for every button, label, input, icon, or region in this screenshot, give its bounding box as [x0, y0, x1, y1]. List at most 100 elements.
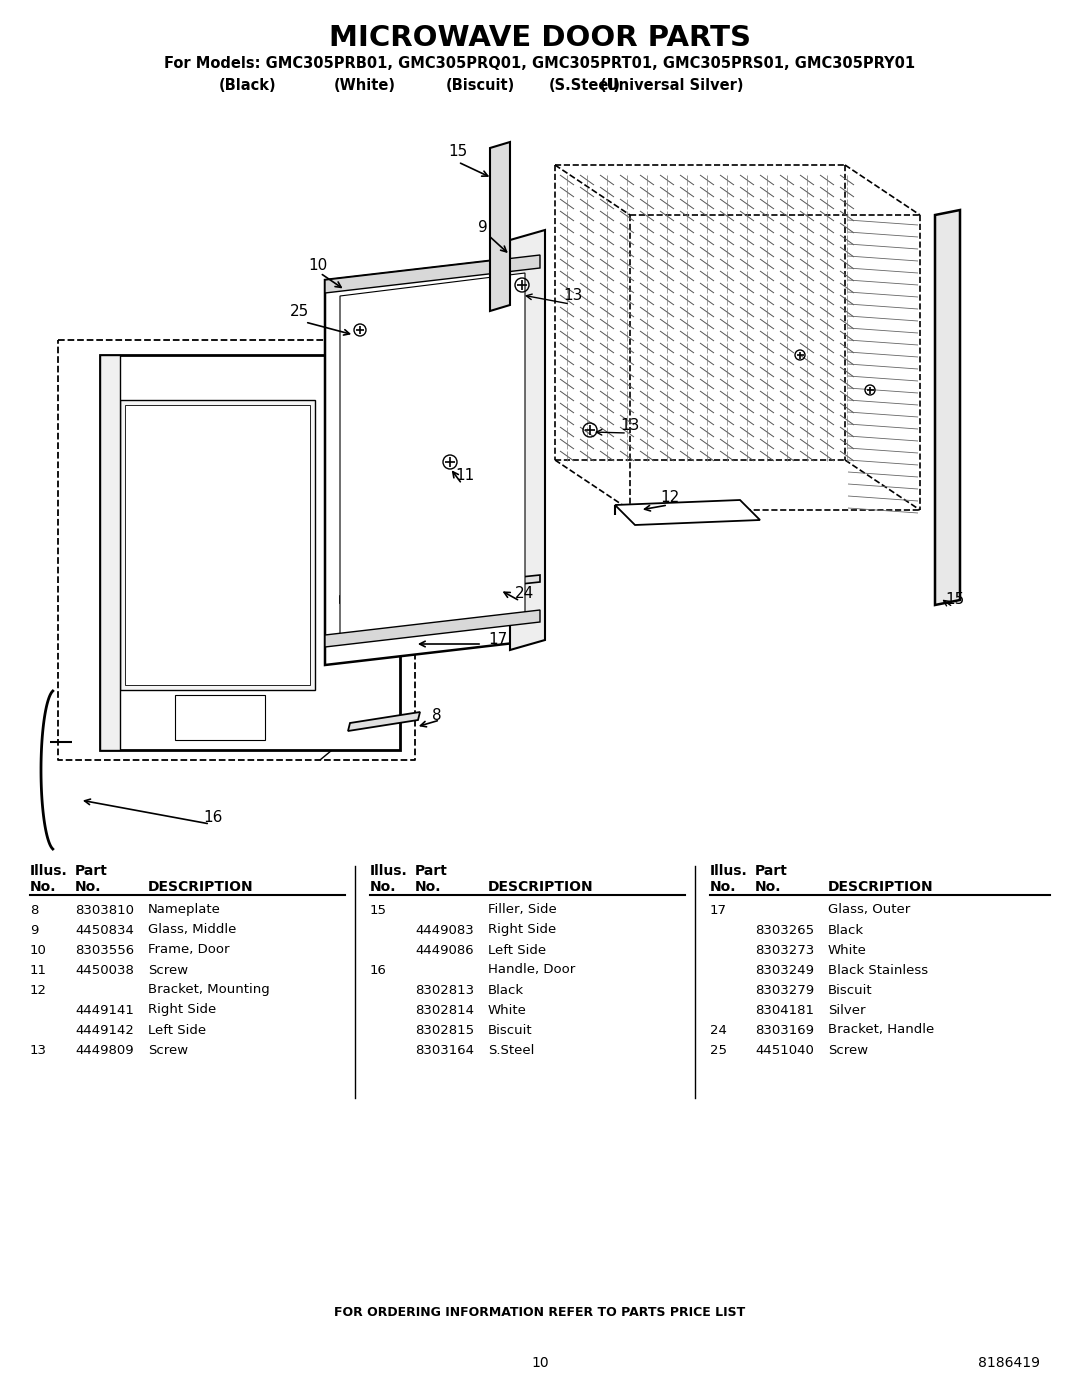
- Text: 8302814: 8302814: [415, 1003, 474, 1017]
- Text: 8304181: 8304181: [755, 1003, 814, 1017]
- Text: Glass, Outer: Glass, Outer: [828, 904, 910, 916]
- Text: Biscuit: Biscuit: [488, 1024, 532, 1037]
- Text: 15: 15: [945, 592, 964, 608]
- Text: 11: 11: [455, 468, 474, 483]
- Text: 4449142: 4449142: [75, 1024, 134, 1037]
- Polygon shape: [490, 142, 510, 312]
- Text: 15: 15: [370, 904, 387, 916]
- Polygon shape: [100, 355, 400, 750]
- Polygon shape: [175, 694, 265, 740]
- Text: 10: 10: [30, 943, 46, 957]
- Text: 4450834: 4450834: [75, 923, 134, 936]
- Text: Biscuit: Biscuit: [828, 983, 873, 996]
- Text: No.: No.: [30, 880, 56, 894]
- Text: 17: 17: [488, 633, 508, 647]
- Text: 4449083: 4449083: [415, 923, 474, 936]
- Text: Part: Part: [75, 863, 108, 877]
- Text: (Universal Silver): (Universal Silver): [600, 77, 744, 92]
- Text: (S.Steel): (S.Steel): [549, 77, 621, 92]
- Text: Black Stainless: Black Stainless: [828, 964, 928, 977]
- Text: 16: 16: [370, 964, 387, 977]
- Text: DESCRIPTION: DESCRIPTION: [828, 880, 933, 894]
- Text: Black: Black: [488, 983, 524, 996]
- Text: 8303279: 8303279: [755, 983, 814, 996]
- Text: 8: 8: [30, 904, 39, 916]
- Text: 15: 15: [448, 144, 468, 159]
- Polygon shape: [325, 610, 540, 647]
- Text: 10: 10: [531, 1356, 549, 1370]
- Text: Illus.: Illus.: [370, 863, 408, 877]
- Polygon shape: [510, 231, 545, 650]
- Text: S.Steel: S.Steel: [488, 1044, 535, 1056]
- Text: 13: 13: [620, 418, 639, 433]
- Text: For Models: GMC305PRB01, GMC305PRQ01, GMC305PRT01, GMC305PRS01, GMC305PRY01: For Models: GMC305PRB01, GMC305PRQ01, GM…: [164, 56, 916, 70]
- Text: 8186419: 8186419: [978, 1356, 1040, 1370]
- Text: Filler, Side: Filler, Side: [488, 904, 557, 916]
- Polygon shape: [100, 355, 120, 750]
- Text: DESCRIPTION: DESCRIPTION: [148, 880, 254, 894]
- Polygon shape: [935, 210, 960, 605]
- Text: MICROWAVE DOOR PARTS: MICROWAVE DOOR PARTS: [329, 24, 751, 52]
- Text: 8303556: 8303556: [75, 943, 134, 957]
- Text: Right Side: Right Side: [488, 923, 556, 936]
- Text: Left Side: Left Side: [488, 943, 546, 957]
- Text: Left Side: Left Side: [148, 1024, 206, 1037]
- Polygon shape: [325, 256, 540, 665]
- Text: No.: No.: [370, 880, 396, 894]
- Text: 4449141: 4449141: [75, 1003, 134, 1017]
- Text: Right Side: Right Side: [148, 1003, 216, 1017]
- Text: (Black): (Black): [219, 77, 276, 92]
- Text: 9: 9: [30, 923, 39, 936]
- Text: White: White: [828, 943, 867, 957]
- Text: 16: 16: [203, 810, 222, 826]
- Polygon shape: [325, 256, 540, 293]
- Text: 8303169: 8303169: [755, 1024, 814, 1037]
- Text: 4449086: 4449086: [415, 943, 474, 957]
- Text: 13: 13: [30, 1044, 48, 1056]
- Text: Handle, Door: Handle, Door: [488, 964, 576, 977]
- Text: Bracket, Handle: Bracket, Handle: [828, 1024, 934, 1037]
- Text: 4450038: 4450038: [75, 964, 134, 977]
- Polygon shape: [340, 272, 525, 643]
- Text: 9: 9: [478, 221, 488, 236]
- Text: Glass, Middle: Glass, Middle: [148, 923, 237, 936]
- Text: 4449809: 4449809: [75, 1044, 134, 1056]
- Text: No.: No.: [755, 880, 782, 894]
- Text: 8303273: 8303273: [755, 943, 814, 957]
- Text: 11: 11: [30, 964, 48, 977]
- Text: 24: 24: [515, 587, 535, 602]
- Text: 8303249: 8303249: [755, 964, 814, 977]
- Text: No.: No.: [75, 880, 102, 894]
- Text: No.: No.: [710, 880, 737, 894]
- Text: Part: Part: [415, 863, 448, 877]
- Text: 25: 25: [710, 1044, 727, 1056]
- Text: 4451040: 4451040: [755, 1044, 814, 1056]
- Text: FOR ORDERING INFORMATION REFER TO PARTS PRICE LIST: FOR ORDERING INFORMATION REFER TO PARTS …: [335, 1306, 745, 1319]
- Text: White: White: [488, 1003, 527, 1017]
- Text: Bracket, Mounting: Bracket, Mounting: [148, 983, 270, 996]
- Text: Black: Black: [828, 923, 864, 936]
- Text: Frame, Door: Frame, Door: [148, 943, 229, 957]
- Text: 8302815: 8302815: [415, 1024, 474, 1037]
- Text: 8: 8: [432, 707, 442, 722]
- Text: Part: Part: [755, 863, 788, 877]
- Text: 17: 17: [710, 904, 727, 916]
- Text: 10: 10: [308, 257, 327, 272]
- Text: Illus.: Illus.: [710, 863, 747, 877]
- Polygon shape: [348, 712, 420, 731]
- Text: DESCRIPTION: DESCRIPTION: [488, 880, 594, 894]
- Text: 8302813: 8302813: [415, 983, 474, 996]
- Polygon shape: [120, 400, 315, 690]
- Text: 12: 12: [660, 490, 679, 506]
- Polygon shape: [125, 405, 310, 685]
- Text: Screw: Screw: [148, 964, 188, 977]
- Text: Screw: Screw: [828, 1044, 868, 1056]
- Text: 24: 24: [710, 1024, 727, 1037]
- Polygon shape: [615, 500, 760, 525]
- Text: Illus.: Illus.: [30, 863, 68, 877]
- Text: 8303164: 8303164: [415, 1044, 474, 1056]
- Text: Nameplate: Nameplate: [148, 904, 221, 916]
- Polygon shape: [340, 576, 540, 604]
- Text: (Biscuit): (Biscuit): [445, 77, 515, 92]
- Text: No.: No.: [415, 880, 442, 894]
